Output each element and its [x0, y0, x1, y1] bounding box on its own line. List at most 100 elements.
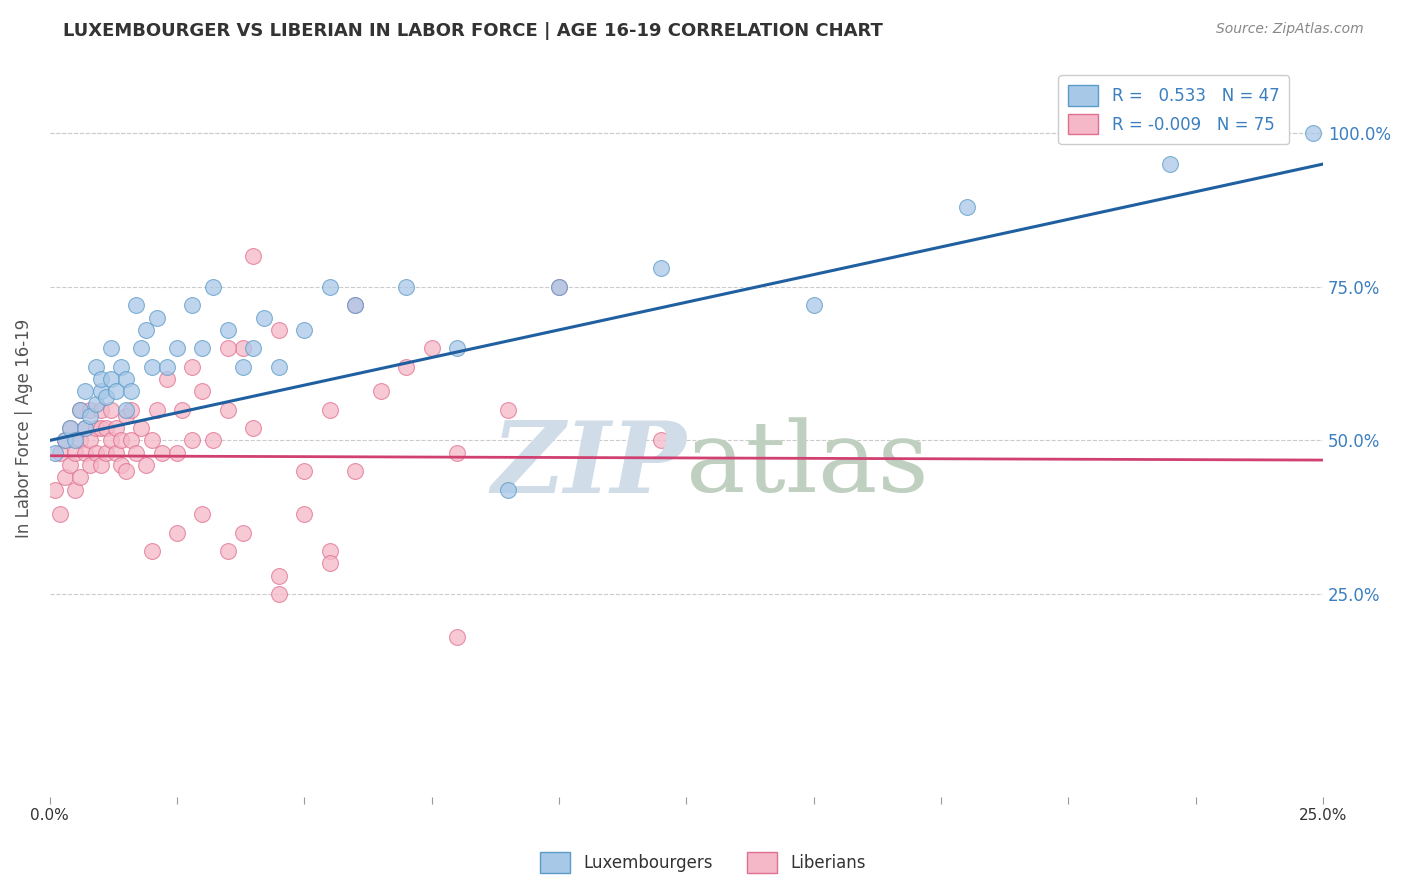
- Point: [84, 396, 107, 410]
- Point: [150, 446, 173, 460]
- Point: [292, 507, 315, 521]
- Point: [217, 341, 239, 355]
- Point: [252, 310, 274, 325]
- Point: [94, 391, 117, 405]
- Point: [496, 402, 519, 417]
- Point: [135, 323, 157, 337]
- Point: [59, 421, 82, 435]
- Point: [115, 372, 138, 386]
- Point: [344, 464, 367, 478]
- Point: [69, 402, 91, 417]
- Point: [59, 421, 82, 435]
- Point: [370, 384, 392, 399]
- Point: [166, 446, 188, 460]
- Text: ZIP: ZIP: [492, 417, 686, 513]
- Point: [181, 298, 204, 312]
- Point: [156, 372, 179, 386]
- Point: [125, 446, 148, 460]
- Point: [75, 421, 97, 435]
- Point: [90, 421, 112, 435]
- Point: [172, 402, 194, 417]
- Point: [145, 402, 167, 417]
- Point: [446, 446, 468, 460]
- Point: [141, 434, 163, 448]
- Point: [548, 280, 571, 294]
- Point: [446, 630, 468, 644]
- Point: [201, 434, 224, 448]
- Point: [59, 458, 82, 472]
- Point: [496, 483, 519, 497]
- Point: [141, 359, 163, 374]
- Point: [267, 568, 290, 582]
- Point: [191, 507, 214, 521]
- Point: [395, 359, 418, 374]
- Point: [131, 421, 153, 435]
- Point: [267, 323, 290, 337]
- Text: Source: ZipAtlas.com: Source: ZipAtlas.com: [1216, 22, 1364, 37]
- Legend: Luxembourgers, Liberians: Luxembourgers, Liberians: [534, 846, 872, 880]
- Point: [319, 402, 342, 417]
- Point: [79, 458, 101, 472]
- Point: [319, 544, 342, 558]
- Point: [63, 434, 86, 448]
- Point: [115, 464, 138, 478]
- Y-axis label: In Labor Force | Age 16-19: In Labor Force | Age 16-19: [15, 318, 32, 538]
- Point: [217, 544, 239, 558]
- Point: [232, 359, 254, 374]
- Point: [166, 341, 188, 355]
- Point: [191, 341, 214, 355]
- Point: [104, 421, 127, 435]
- Point: [650, 261, 672, 276]
- Point: [69, 434, 91, 448]
- Point: [344, 298, 367, 312]
- Point: [63, 483, 86, 497]
- Point: [49, 507, 72, 521]
- Point: [217, 323, 239, 337]
- Legend: R =   0.533   N = 47, R = -0.009   N = 75: R = 0.533 N = 47, R = -0.009 N = 75: [1059, 75, 1289, 145]
- Point: [292, 464, 315, 478]
- Point: [75, 421, 97, 435]
- Point: [79, 434, 101, 448]
- Point: [232, 525, 254, 540]
- Point: [79, 409, 101, 423]
- Point: [166, 525, 188, 540]
- Point: [1159, 157, 1181, 171]
- Point: [90, 372, 112, 386]
- Point: [100, 402, 122, 417]
- Point: [181, 434, 204, 448]
- Point: [100, 372, 122, 386]
- Point: [53, 434, 76, 448]
- Point: [131, 341, 153, 355]
- Point: [110, 359, 132, 374]
- Point: [267, 359, 290, 374]
- Point: [44, 446, 66, 460]
- Point: [803, 298, 825, 312]
- Point: [242, 341, 264, 355]
- Point: [1302, 126, 1324, 140]
- Point: [94, 421, 117, 435]
- Point: [181, 359, 204, 374]
- Point: [53, 470, 76, 484]
- Point: [84, 446, 107, 460]
- Point: [217, 402, 239, 417]
- Point: [79, 402, 101, 417]
- Point: [120, 402, 142, 417]
- Point: [90, 402, 112, 417]
- Point: [319, 556, 342, 570]
- Point: [548, 280, 571, 294]
- Point: [75, 384, 97, 399]
- Point: [319, 280, 342, 294]
- Point: [53, 434, 76, 448]
- Point: [104, 384, 127, 399]
- Text: atlas: atlas: [686, 417, 929, 513]
- Text: LUXEMBOURGER VS LIBERIAN IN LABOR FORCE | AGE 16-19 CORRELATION CHART: LUXEMBOURGER VS LIBERIAN IN LABOR FORCE …: [63, 22, 883, 40]
- Point: [115, 402, 138, 417]
- Point: [292, 323, 315, 337]
- Point: [44, 483, 66, 497]
- Point: [955, 200, 977, 214]
- Point: [104, 446, 127, 460]
- Point: [94, 446, 117, 460]
- Point: [49, 446, 72, 460]
- Point: [191, 384, 214, 399]
- Point: [242, 249, 264, 263]
